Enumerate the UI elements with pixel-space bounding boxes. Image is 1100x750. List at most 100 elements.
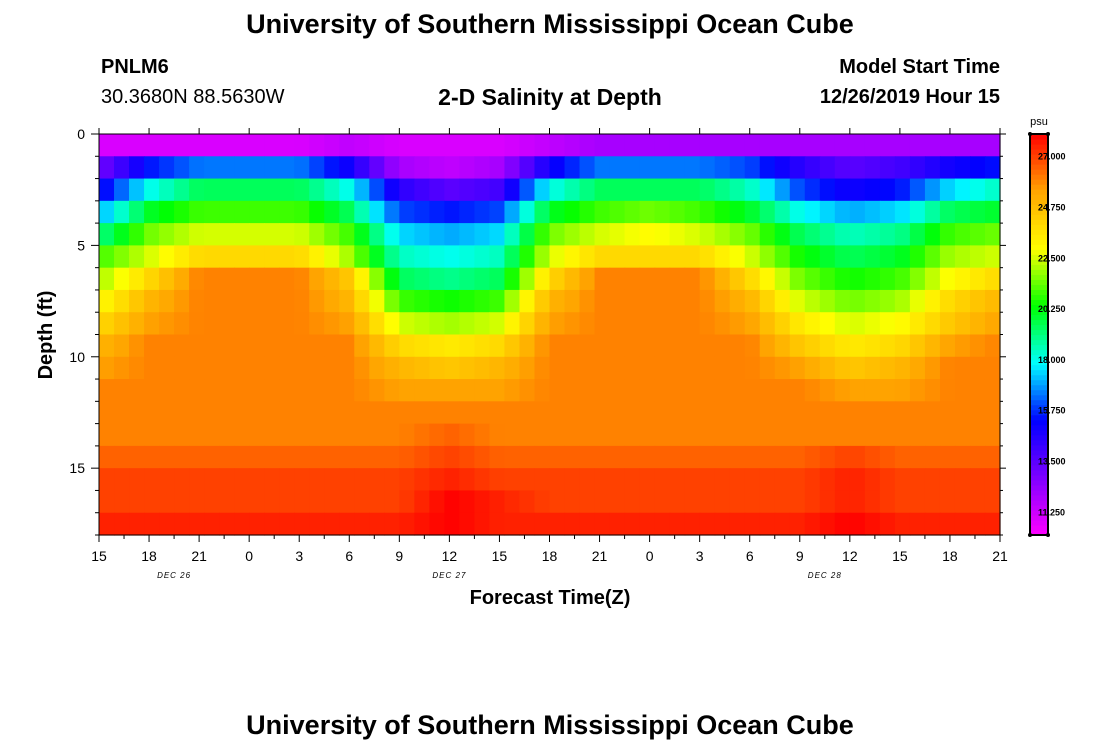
heatmap-cell bbox=[939, 356, 956, 380]
heatmap-cell bbox=[114, 289, 130, 313]
heatmap-cell bbox=[234, 379, 250, 402]
heatmap-cell bbox=[219, 356, 235, 380]
heatmap-cell bbox=[744, 289, 761, 313]
heatmap-cell bbox=[744, 379, 761, 402]
heatmap-cell bbox=[264, 468, 280, 492]
x-tick-label: 6 bbox=[345, 548, 353, 564]
heatmap-cell bbox=[474, 423, 491, 447]
heatmap-cell bbox=[819, 245, 836, 269]
heatmap-cell bbox=[879, 468, 896, 492]
heatmap-cell bbox=[534, 223, 551, 246]
heatmap-cell bbox=[474, 490, 491, 514]
heatmap-cell bbox=[294, 223, 310, 246]
heatmap-cell bbox=[654, 379, 671, 402]
heatmap-cell bbox=[159, 200, 175, 224]
heatmap-cell bbox=[594, 312, 611, 336]
heatmap-cell bbox=[684, 267, 701, 291]
heatmap-cell bbox=[429, 156, 445, 180]
heatmap-cell bbox=[609, 445, 626, 469]
heatmap-cell bbox=[684, 468, 701, 492]
heatmap-cell bbox=[849, 356, 866, 380]
heatmap-cell bbox=[279, 334, 295, 358]
heatmap-cell bbox=[939, 267, 956, 291]
heatmap-cell bbox=[174, 379, 190, 402]
heatmap-cell bbox=[144, 445, 160, 469]
heatmap-cell bbox=[654, 289, 671, 313]
x-tick-label: 21 bbox=[592, 548, 608, 564]
heatmap-cell bbox=[609, 134, 626, 157]
colorbar-swatch bbox=[1030, 389, 1048, 396]
heatmap-cell bbox=[654, 401, 671, 425]
heatmap-cell bbox=[984, 379, 1001, 402]
heatmap-cell bbox=[624, 512, 641, 536]
heatmap-cell bbox=[774, 312, 791, 336]
heatmap-cell bbox=[579, 245, 596, 269]
heatmap-cell bbox=[444, 178, 460, 202]
heatmap-cell bbox=[714, 267, 731, 291]
heatmap-cell bbox=[189, 334, 205, 358]
heatmap-cell bbox=[399, 267, 415, 291]
heatmap-cell bbox=[594, 178, 611, 202]
heatmap-cell bbox=[399, 379, 415, 402]
heatmap-cell bbox=[474, 334, 491, 358]
heatmap-cell bbox=[384, 178, 400, 202]
heatmap-cell bbox=[189, 490, 205, 514]
heatmap-cell bbox=[549, 445, 566, 469]
heatmap-cell bbox=[234, 223, 250, 246]
heatmap-cell bbox=[789, 289, 806, 313]
heatmap-cell bbox=[249, 156, 265, 180]
heatmap-cell bbox=[324, 134, 340, 157]
heatmap-cell bbox=[399, 423, 415, 447]
heatmap-cell bbox=[564, 401, 581, 425]
heatmap-cell bbox=[369, 178, 385, 202]
heatmap-cell bbox=[804, 356, 821, 380]
heatmap-cell bbox=[324, 267, 340, 291]
heatmap-cell bbox=[909, 178, 926, 202]
colorbar-swatch bbox=[1030, 504, 1048, 511]
heatmap-cell bbox=[129, 223, 145, 246]
heatmap-cell bbox=[639, 334, 656, 358]
heatmap-cell bbox=[789, 267, 806, 291]
heatmap-cell bbox=[369, 156, 385, 180]
heatmap-cell bbox=[549, 468, 566, 492]
heatmap-cell bbox=[444, 200, 460, 224]
heatmap-cell bbox=[744, 356, 761, 380]
heatmap-cell bbox=[174, 289, 190, 313]
heatmap-cell bbox=[444, 490, 460, 514]
heatmap-cell bbox=[834, 468, 851, 492]
heatmap-cell bbox=[129, 423, 145, 447]
heatmap-cell bbox=[774, 200, 791, 224]
heatmap-cell bbox=[699, 356, 716, 380]
heatmap-cell bbox=[669, 356, 686, 380]
heatmap-cell bbox=[969, 401, 986, 425]
heatmap-cell bbox=[279, 245, 295, 269]
colorbar-swatch bbox=[1030, 429, 1048, 436]
heatmap-cell bbox=[879, 512, 896, 536]
heatmap-cell bbox=[129, 490, 145, 514]
heatmap-cell bbox=[399, 468, 415, 492]
heatmap-cell bbox=[204, 401, 220, 425]
heatmap-cell bbox=[204, 468, 220, 492]
heatmap-cell bbox=[534, 490, 551, 514]
heatmap-cell bbox=[849, 134, 866, 157]
heatmap-cell bbox=[369, 468, 385, 492]
y-tick-label: 0 bbox=[77, 126, 85, 142]
x-tick-label: 21 bbox=[992, 548, 1008, 564]
heatmap-cell bbox=[894, 445, 911, 469]
heatmap-cell bbox=[744, 490, 761, 514]
heatmap-cell bbox=[939, 312, 956, 336]
heatmap-cell bbox=[384, 401, 400, 425]
heatmap-cell bbox=[519, 134, 536, 157]
heatmap-cell bbox=[369, 245, 385, 269]
heatmap-cell bbox=[189, 512, 205, 536]
heatmap-cell bbox=[744, 423, 761, 447]
heatmap-cell bbox=[714, 312, 731, 336]
heatmap-cell bbox=[639, 490, 656, 514]
colorbar-swatch bbox=[1030, 144, 1048, 150]
heatmap-cell bbox=[189, 200, 205, 224]
heatmap-cell bbox=[849, 245, 866, 269]
heatmap-cell bbox=[159, 423, 175, 447]
heatmap-cell bbox=[654, 245, 671, 269]
heatmap-cell bbox=[789, 178, 806, 202]
heatmap-cell bbox=[804, 223, 821, 246]
